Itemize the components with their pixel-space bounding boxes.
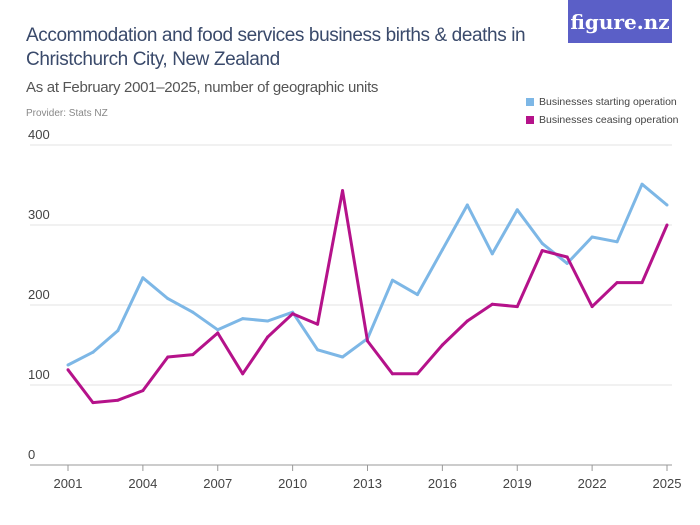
legend-item-starting: Businesses starting operation [526, 96, 677, 108]
y-tick-label: 100 [28, 367, 50, 382]
data-point [341, 355, 345, 359]
chart-title: Accommodation and food services business… [26, 25, 526, 70]
data-point [166, 355, 170, 359]
x-tick-label: 2013 [353, 476, 382, 491]
data-point [191, 310, 195, 314]
data-point [465, 203, 469, 207]
data-point [241, 372, 245, 376]
data-point [141, 276, 145, 280]
y-tick-label: 300 [28, 207, 50, 222]
provider: Provider: Stats NZ [26, 108, 108, 119]
legend-label: Businesses starting operation [539, 96, 677, 108]
legend-label: Businesses ceasing operation [539, 114, 679, 126]
data-point [640, 182, 644, 186]
data-point [415, 293, 419, 297]
x-tick-label: 2022 [578, 476, 607, 491]
data-point [166, 297, 170, 301]
data-point [141, 389, 145, 393]
data-point [565, 261, 569, 265]
data-point [640, 281, 644, 285]
data-point [266, 335, 270, 339]
data-point [665, 203, 669, 207]
x-tick-label: 2007 [203, 476, 232, 491]
data-point [490, 252, 494, 256]
data-point [665, 223, 669, 227]
series-line-ceasing [66, 189, 669, 405]
x-tick-label: 2019 [503, 476, 532, 491]
data-point [565, 255, 569, 259]
data-point [116, 329, 120, 333]
y-tick-label: 200 [28, 287, 50, 302]
data-point [465, 319, 469, 323]
data-point [590, 235, 594, 239]
y-tick-label: 400 [28, 127, 50, 142]
data-point [490, 302, 494, 306]
legend-swatch [526, 98, 534, 106]
data-point [415, 372, 419, 376]
x-tick-label: 2025 [653, 476, 682, 491]
chart-subtitle: As at February 2001–2025, number of geog… [26, 79, 379, 96]
data-point [266, 319, 270, 323]
data-point [316, 322, 320, 326]
figure-nz-logo[interactable]: figure.nz [568, 0, 672, 43]
x-tick-label: 2001 [54, 476, 83, 491]
data-point [216, 331, 220, 335]
data-point [615, 281, 619, 285]
data-point [66, 363, 70, 367]
data-point [241, 317, 245, 321]
data-point [440, 248, 444, 252]
data-point [191, 353, 195, 357]
x-tick-label: 2010 [278, 476, 307, 491]
data-point [66, 368, 70, 372]
x-tick-label: 2004 [128, 476, 157, 491]
data-point [291, 312, 295, 316]
data-point [316, 348, 320, 352]
data-point [116, 398, 120, 402]
data-point [91, 401, 95, 405]
data-point [440, 343, 444, 347]
data-point [341, 189, 345, 193]
x-tick-label: 2016 [428, 476, 457, 491]
y-tick-label: 0 [28, 447, 35, 462]
data-point [390, 278, 394, 282]
data-point [615, 240, 619, 244]
data-point [390, 372, 394, 376]
legend-swatch [526, 116, 534, 124]
data-point [540, 241, 544, 245]
data-point [216, 328, 220, 332]
data-point [366, 339, 369, 343]
data-point [540, 249, 544, 253]
data-point [515, 208, 519, 212]
data-point [515, 305, 519, 309]
data-point [91, 350, 95, 354]
data-point [590, 305, 594, 309]
legend-item-ceasing: Businesses ceasing operation [526, 114, 679, 126]
